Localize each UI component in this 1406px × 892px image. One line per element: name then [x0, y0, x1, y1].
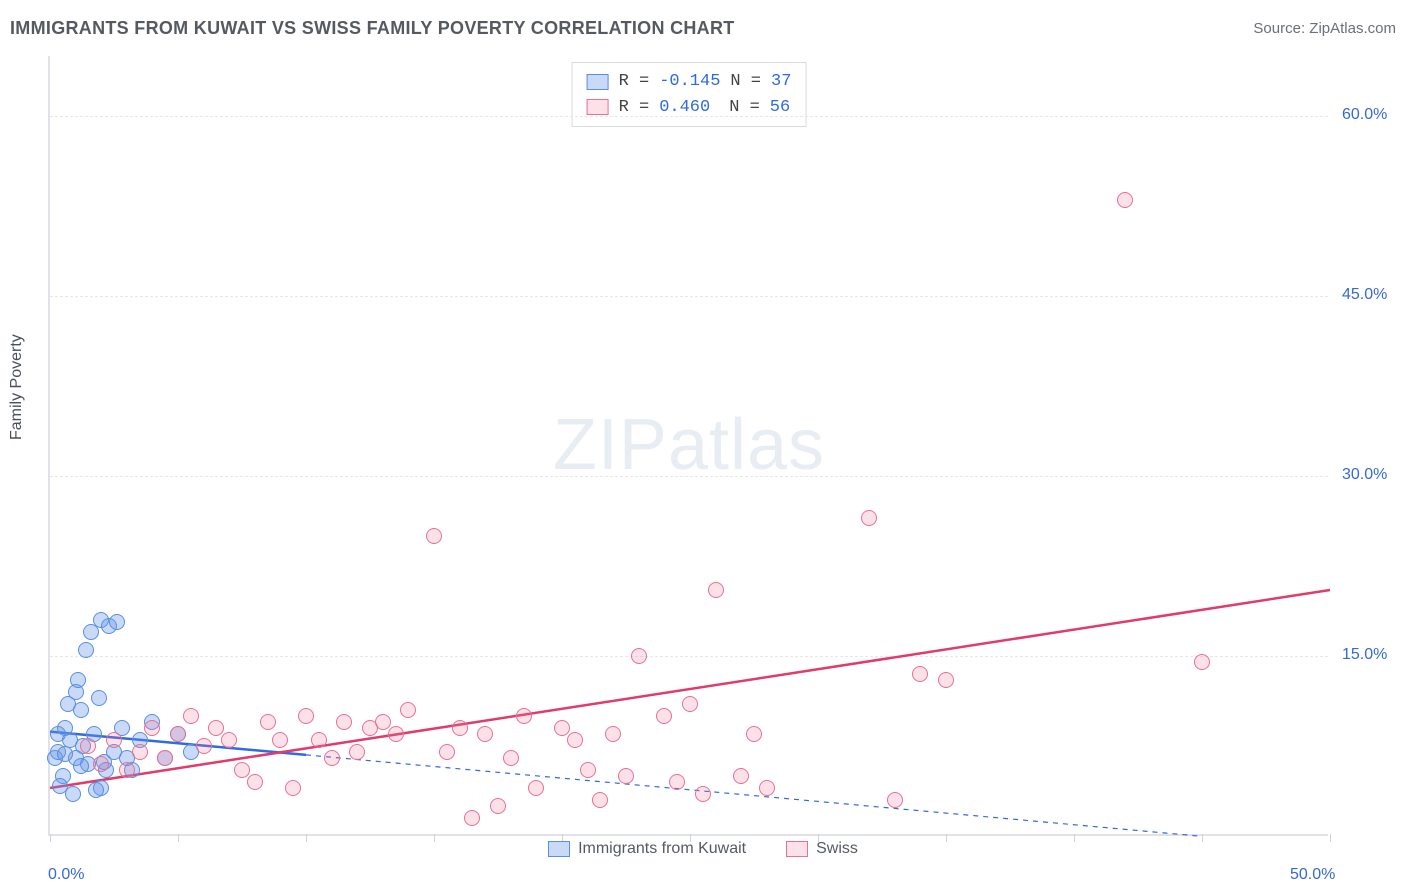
- data-point-swiss: [93, 756, 109, 772]
- series-legend: Immigrants from Kuwait Swiss: [0, 840, 1406, 858]
- data-point-swiss: [912, 666, 928, 682]
- chart-title: IMMIGRANTS FROM KUWAIT VS SWISS FAMILY P…: [10, 18, 735, 39]
- data-point-swiss: [631, 648, 647, 664]
- data-point-swiss: [746, 726, 762, 742]
- data-point-kuwait: [50, 726, 66, 742]
- data-point-swiss: [183, 708, 199, 724]
- data-point-kuwait: [91, 690, 107, 706]
- data-point-kuwait: [60, 696, 76, 712]
- data-point-swiss: [490, 798, 506, 814]
- source-prefix: Source:: [1253, 20, 1309, 37]
- y-tick-label: 15.0%: [1342, 646, 1387, 664]
- swatch-swiss: [786, 841, 808, 857]
- data-point-swiss: [618, 768, 634, 784]
- data-point-swiss: [298, 708, 314, 724]
- data-point-swiss: [208, 720, 224, 736]
- x-tick-label: 50.0%: [1290, 866, 1335, 884]
- header: IMMIGRANTS FROM KUWAIT VS SWISS FAMILY P…: [10, 18, 1396, 39]
- data-point-swiss: [592, 792, 608, 808]
- data-point-swiss: [272, 732, 288, 748]
- data-point-swiss: [580, 762, 596, 778]
- data-point-swiss: [567, 732, 583, 748]
- scatter-chart: ZIPatlas R = -0.145 N = 37 R = 0.460 N =…: [48, 56, 1328, 836]
- data-point-kuwait: [88, 782, 104, 798]
- y-tick-label: 30.0%: [1342, 466, 1387, 484]
- data-point-swiss: [938, 672, 954, 688]
- data-point-swiss: [400, 702, 416, 718]
- data-point-swiss: [669, 774, 685, 790]
- data-point-swiss: [528, 780, 544, 796]
- data-point-swiss: [336, 714, 352, 730]
- data-point-swiss: [656, 708, 672, 724]
- data-point-swiss: [554, 720, 570, 736]
- data-point-swiss: [708, 582, 724, 598]
- data-point-swiss: [157, 750, 173, 766]
- data-point-swiss: [196, 738, 212, 754]
- data-point-swiss: [861, 510, 877, 526]
- data-point-swiss: [349, 744, 365, 760]
- data-point-swiss: [170, 726, 186, 742]
- y-tick-label: 60.0%: [1342, 106, 1387, 124]
- x-tick-label: 0.0%: [48, 866, 84, 884]
- swatch-kuwait: [548, 841, 570, 857]
- data-point-swiss: [119, 762, 135, 778]
- data-point-swiss: [234, 762, 250, 778]
- legend-label-swiss: Swiss: [816, 840, 858, 858]
- data-point-swiss: [1117, 192, 1133, 208]
- data-point-swiss: [311, 732, 327, 748]
- data-point-swiss: [1194, 654, 1210, 670]
- data-point-kuwait: [70, 672, 86, 688]
- data-point-swiss: [503, 750, 519, 766]
- data-point-swiss: [759, 780, 775, 796]
- trend-lines: [50, 56, 1330, 836]
- legend-item-swiss: Swiss: [786, 840, 858, 858]
- data-point-swiss: [106, 732, 122, 748]
- data-point-swiss: [682, 696, 698, 712]
- data-point-swiss: [516, 708, 532, 724]
- data-point-swiss: [733, 768, 749, 784]
- data-point-kuwait: [109, 614, 125, 630]
- data-point-swiss: [80, 738, 96, 754]
- y-tick-label: 45.0%: [1342, 286, 1387, 304]
- data-point-swiss: [477, 726, 493, 742]
- data-point-kuwait: [78, 642, 94, 658]
- data-point-swiss: [324, 750, 340, 766]
- data-point-swiss: [247, 774, 263, 790]
- source-attribution: Source: ZipAtlas.com: [1253, 20, 1396, 37]
- data-point-kuwait: [73, 758, 89, 774]
- data-point-swiss: [887, 792, 903, 808]
- data-point-kuwait: [57, 746, 73, 762]
- data-point-swiss: [464, 810, 480, 826]
- data-point-swiss: [452, 720, 468, 736]
- data-point-swiss: [285, 780, 301, 796]
- legend-label-kuwait: Immigrants from Kuwait: [578, 840, 746, 858]
- data-point-swiss: [439, 744, 455, 760]
- data-point-swiss: [144, 720, 160, 736]
- data-point-swiss: [426, 528, 442, 544]
- data-point-swiss: [260, 714, 276, 730]
- y-axis-label: Family Poverty: [8, 334, 26, 440]
- data-point-swiss: [362, 720, 378, 736]
- data-point-kuwait: [52, 778, 68, 794]
- data-point-swiss: [388, 726, 404, 742]
- data-point-swiss: [605, 726, 621, 742]
- legend-item-kuwait: Immigrants from Kuwait: [548, 840, 746, 858]
- data-point-swiss: [221, 732, 237, 748]
- source-name: ZipAtlas.com: [1309, 20, 1396, 37]
- data-point-swiss: [132, 744, 148, 760]
- data-point-swiss: [695, 786, 711, 802]
